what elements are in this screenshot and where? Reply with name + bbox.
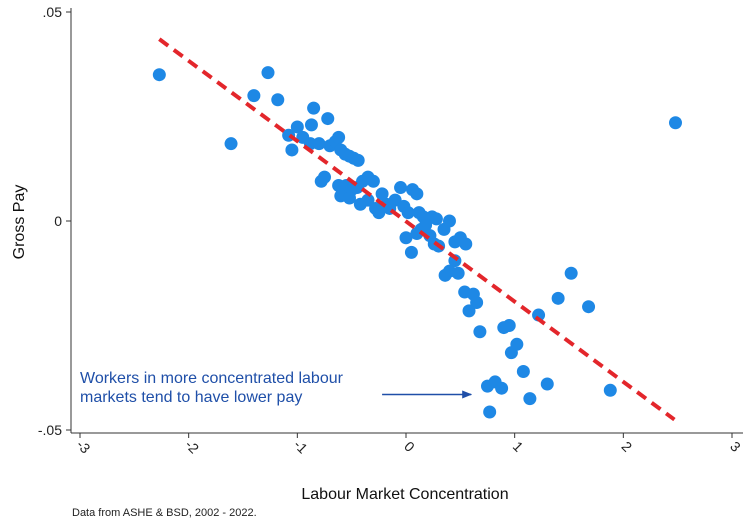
- data-point: [564, 266, 578, 280]
- data-point: [470, 296, 484, 310]
- data-point: [399, 231, 413, 245]
- data-point: [410, 187, 424, 201]
- data-point: [451, 266, 465, 280]
- y-axis-ticks: -.05 0 .05: [38, 4, 71, 438]
- data-point: [304, 118, 318, 132]
- data-point: [523, 392, 537, 406]
- data-point: [366, 174, 380, 188]
- annotation-line-1: Workers in more concentrated labour: [80, 370, 344, 387]
- data-point: [351, 153, 365, 167]
- data-point: [419, 218, 433, 232]
- data-point: [429, 212, 443, 226]
- data-point: [540, 377, 554, 391]
- data-point: [582, 300, 596, 314]
- x-axis-title: Labour Market Concentration: [301, 486, 508, 503]
- data-point: [495, 381, 509, 395]
- data-point: [285, 143, 299, 157]
- data-point: [332, 130, 346, 144]
- x-tick-label: 0: [401, 438, 418, 455]
- data-point: [510, 337, 524, 351]
- data-point: [516, 364, 530, 378]
- data-point: [290, 120, 304, 134]
- data-point: [312, 137, 326, 151]
- data-point: [483, 405, 497, 419]
- data-point: [551, 291, 565, 305]
- source-note: Data from ASHE & BSD, 2002 - 2022.: [72, 507, 257, 519]
- data-point: [603, 383, 617, 397]
- data-point: [372, 206, 386, 220]
- y-tick-label: .05: [43, 4, 63, 20]
- x-axis-ticks: -3 -2 -1 0 1 2 3: [73, 433, 744, 457]
- data-point: [459, 237, 473, 251]
- x-tick-label: -3: [73, 436, 93, 456]
- data-point: [502, 319, 516, 332]
- data-point: [307, 101, 321, 115]
- data-point: [668, 116, 682, 130]
- data-point: [394, 181, 408, 195]
- fit-line-group: [158, 37, 676, 422]
- data-point: [375, 187, 389, 201]
- data-point: [271, 93, 285, 107]
- data-point: [473, 325, 487, 339]
- data-point: [442, 214, 456, 228]
- data-point: [318, 170, 331, 184]
- fit-line: [158, 37, 676, 422]
- x-tick-label: -1: [291, 436, 311, 456]
- data-point: [321, 112, 335, 126]
- data-point: [361, 193, 375, 207]
- data-point: [224, 137, 238, 151]
- data-point: [261, 66, 275, 80]
- annotation-line-2: markets tend to have lower pay: [80, 389, 302, 406]
- data-point: [152, 68, 166, 82]
- x-tick-label: 2: [618, 438, 635, 455]
- data-point: [247, 89, 261, 103]
- data-point: [401, 206, 415, 220]
- x-tick-label: 1: [510, 438, 527, 455]
- y-axis-title: Gross Pay: [11, 185, 28, 260]
- data-point: [404, 245, 418, 259]
- x-tick-label: 3: [727, 438, 744, 455]
- y-tick-label: -.05: [38, 422, 62, 438]
- data-point: [462, 304, 476, 318]
- x-tick-label: -2: [182, 436, 202, 456]
- data-point: [342, 191, 356, 205]
- data-point: [438, 268, 452, 282]
- y-tick-label: 0: [54, 213, 62, 229]
